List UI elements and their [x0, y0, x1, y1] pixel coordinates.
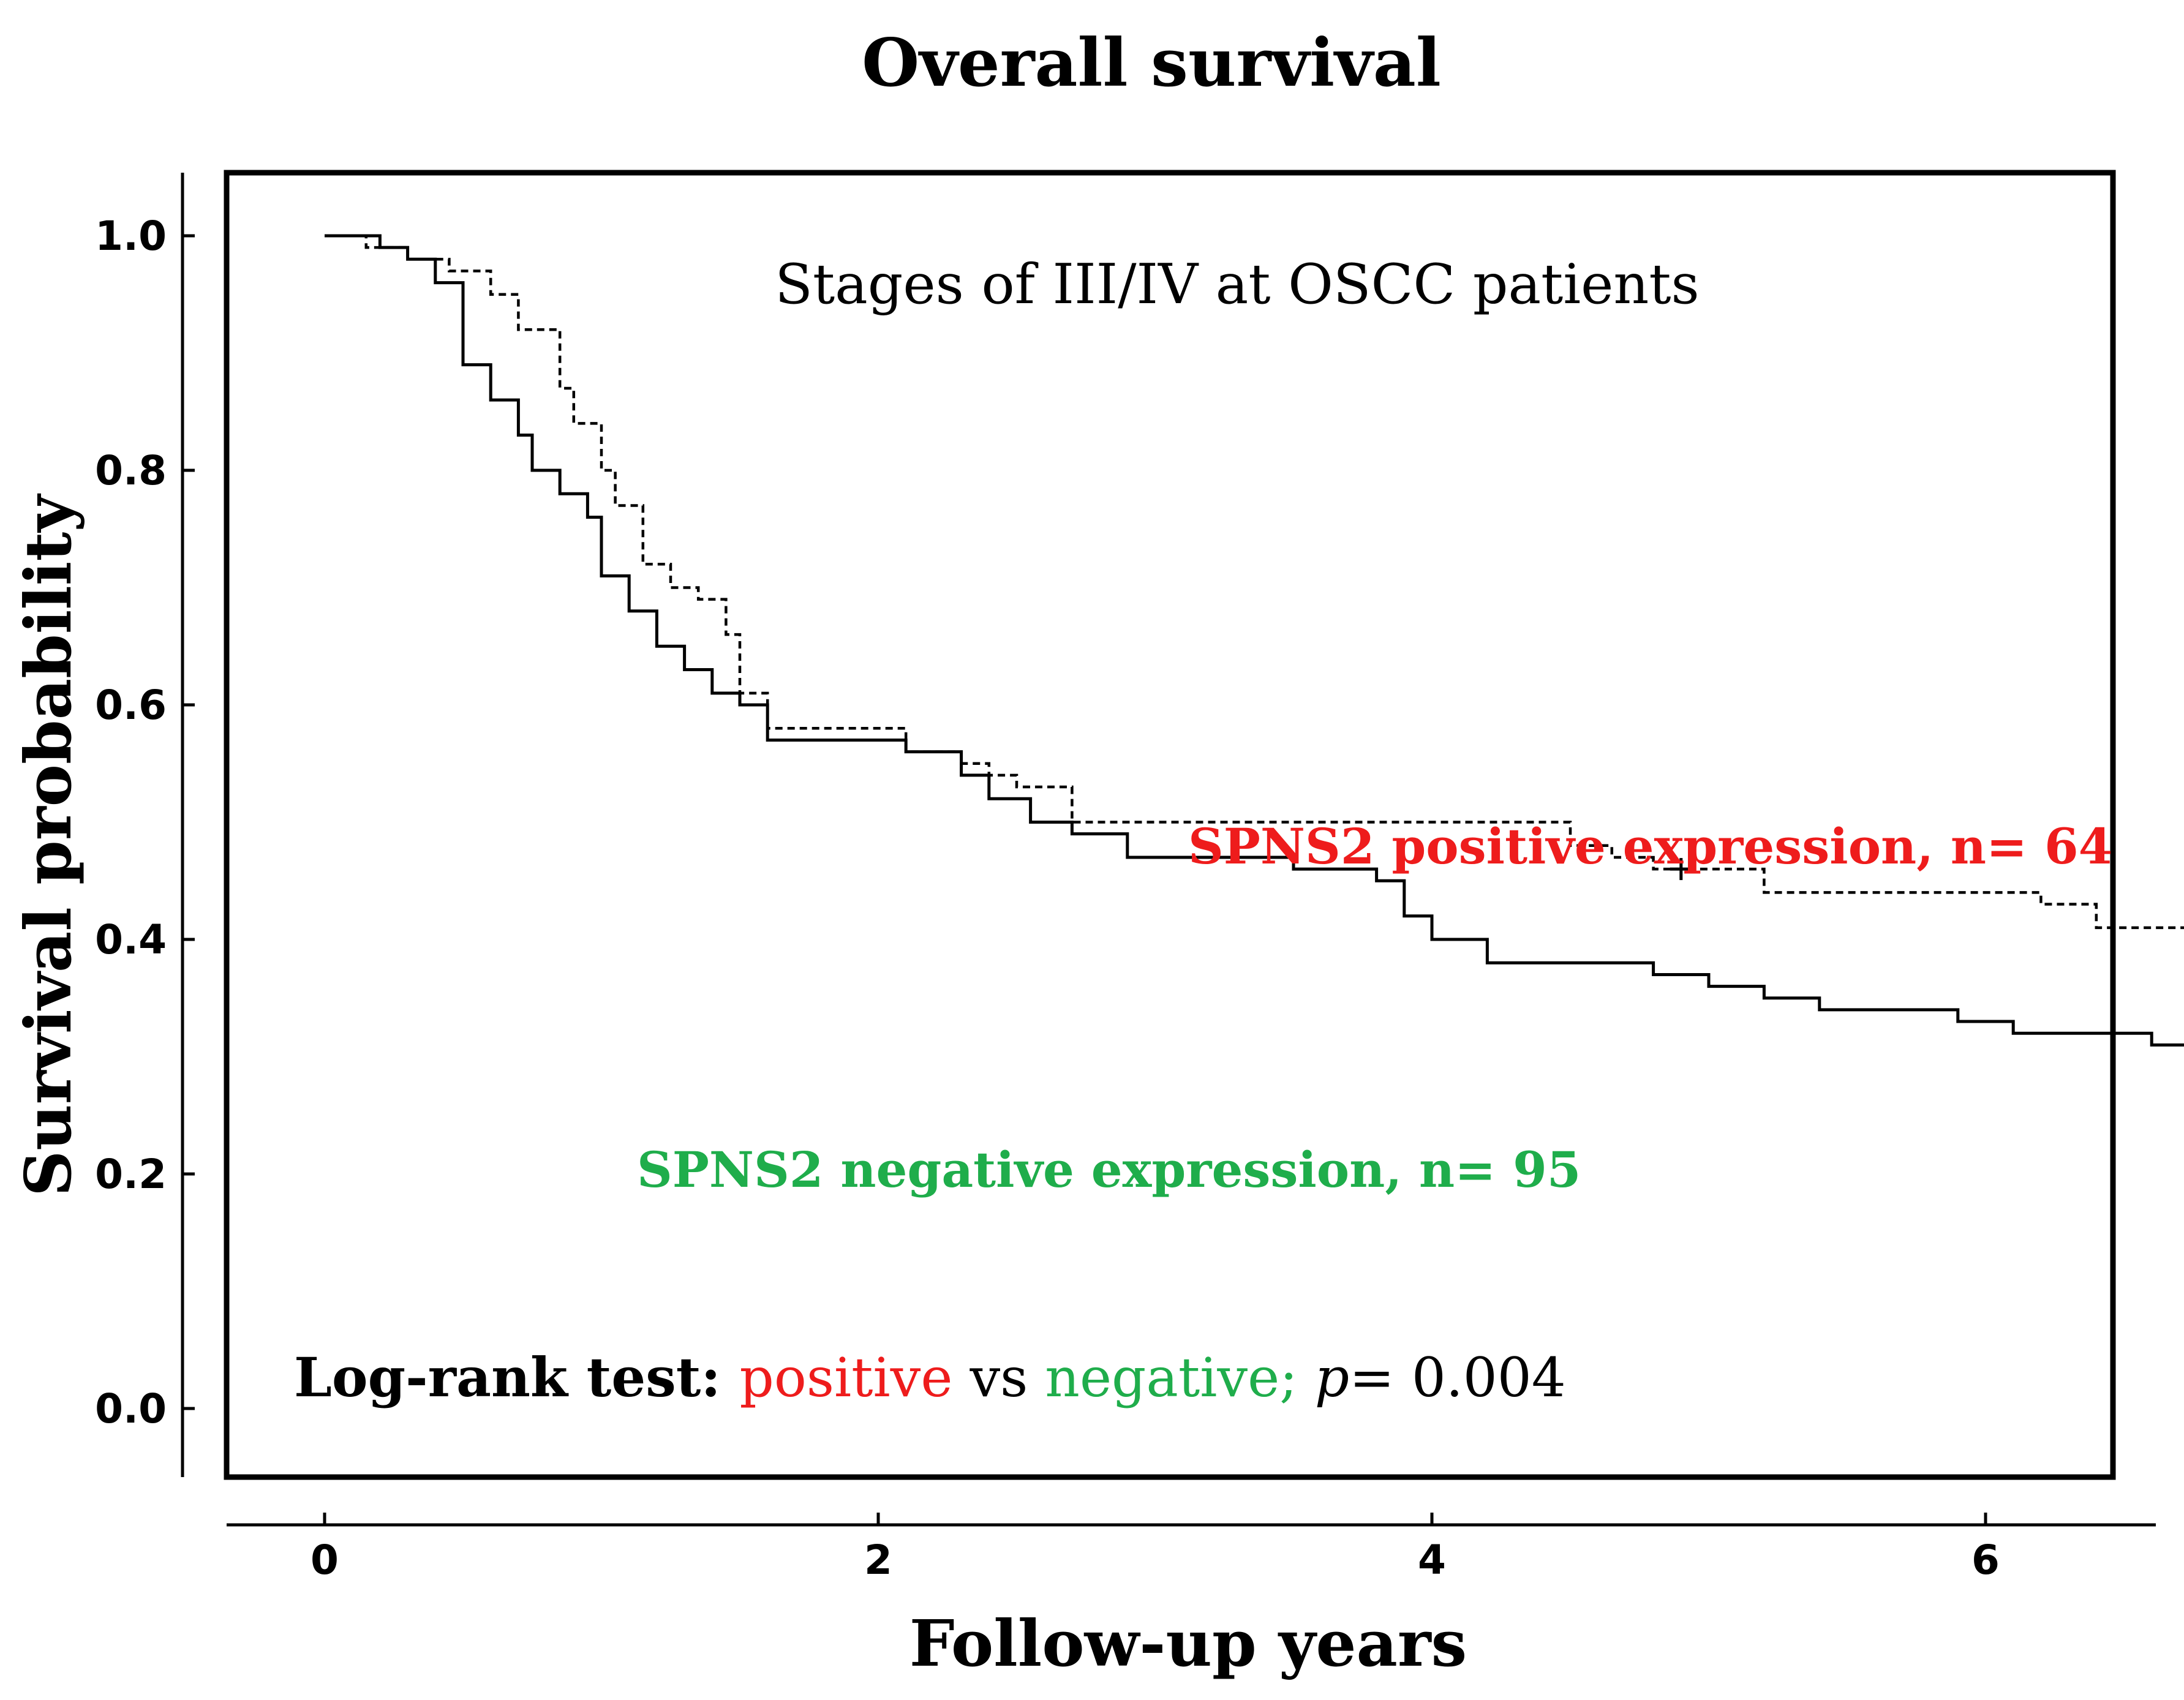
y-tick-label: 1.0	[95, 212, 167, 260]
chart-subtitle: Stages of III/IV at OSCC patients	[775, 252, 1699, 317]
x-tick-label: 6	[1971, 1536, 2000, 1584]
censor-mark	[1670, 858, 1692, 881]
positive-series-label: SPNS2 positive expression, n= 64	[1188, 818, 2112, 875]
y-tick-label: 0.8	[95, 447, 167, 494]
logrank-value: = 0.004	[1349, 1346, 1566, 1409]
y-tick-label: 0.6	[95, 682, 167, 729]
series-layer	[325, 234, 2184, 1047]
x-axis-ticks: 024681012	[311, 1513, 2000, 1584]
y-tick-label: 0.2	[95, 1151, 167, 1198]
negative-survival-curve	[325, 234, 2184, 1047]
logrank-p: p	[1315, 1346, 1349, 1409]
y-axis-ticks: 0.0 0.2 0.4 0.6 0.8 1.0	[95, 212, 195, 1432]
x-tick-label: 2	[864, 1536, 892, 1584]
logrank-negative: negative;	[1045, 1346, 1314, 1409]
logrank-prefix: Log-rank test:	[294, 1345, 740, 1409]
chart-title: Overall survival	[862, 24, 1441, 102]
logrank-positive: positive	[740, 1346, 953, 1409]
y-axis-label: Survival probability	[10, 494, 86, 1197]
positive-survival-curve	[325, 234, 2184, 930]
plot-frame	[224, 170, 2116, 1480]
y-tick-label: 0.0	[95, 1385, 167, 1432]
negative-series-label: SPNS2 negative expression, n= 95	[637, 1141, 1581, 1198]
x-tick-label: 0	[311, 1536, 339, 1584]
x-axis-label: Follow-up years	[909, 1606, 1467, 1681]
logrank-annotation: Log-rank test: positive vs negative; p= …	[294, 1345, 1566, 1409]
y-tick-label: 0.4	[95, 916, 167, 963]
logrank-vs: vs	[952, 1346, 1045, 1409]
x-tick-label: 4	[1418, 1536, 1446, 1584]
